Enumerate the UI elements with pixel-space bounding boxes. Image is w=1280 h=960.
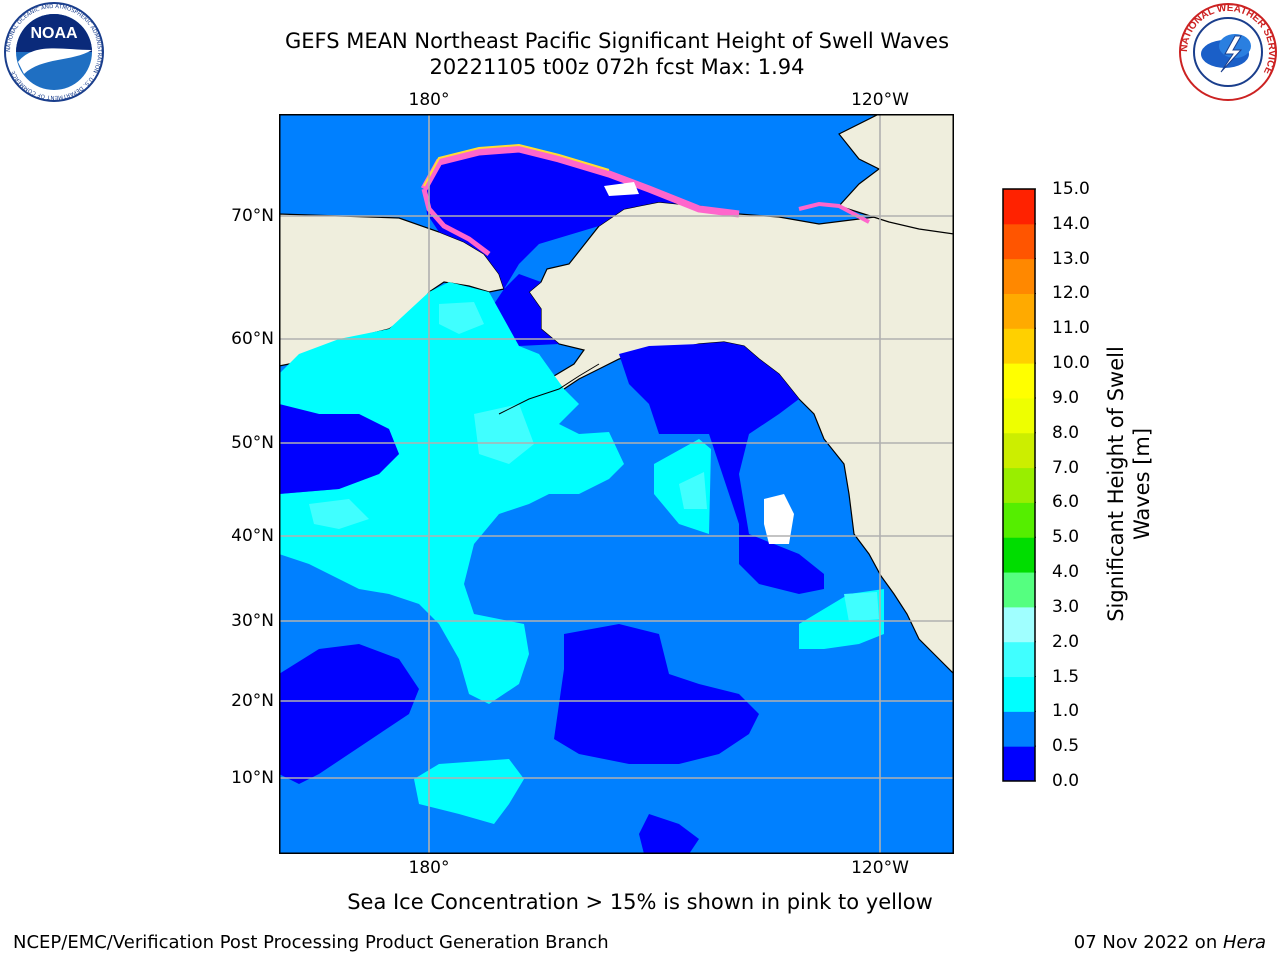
lat-label-20n: 20°N [231, 691, 274, 711]
colorbar-tick-label: 13.0 [1052, 248, 1090, 269]
colorbar-tick-label: 6.0 [1052, 492, 1080, 513]
sea-blue-west [279, 404, 399, 494]
sea-ice-edge-yellow [423, 143, 610, 187]
colorbar-swatch [1003, 432, 1035, 469]
colorbar-tick-label: 4.0 [1052, 562, 1080, 583]
sea-cyan-light-patch-1 [439, 302, 484, 334]
colorbar-swatch [1003, 606, 1035, 643]
footer-machine: Hera [1222, 932, 1266, 953]
colorbar-tick-label: 0.5 [1052, 736, 1080, 757]
sea-cyan-light-patch-4 [679, 472, 707, 509]
sea-cyan-light-patch-5 [844, 592, 879, 622]
lat-label-70n: 70°N [231, 206, 274, 226]
lat-label-10n: 10°N [231, 768, 274, 788]
sea-cyan-patch-south [414, 759, 524, 824]
colorbar-label-line2: Waves [m] [1130, 427, 1154, 541]
sea-ice-edge [420, 145, 740, 218]
chart-title: GEFS MEAN Northeast Pacific Significant … [284, 29, 950, 53]
colorbar-swatch [1003, 328, 1035, 364]
map-frame [279, 114, 954, 854]
colorbar-swatch [1003, 572, 1035, 608]
colorbar-swatch [1003, 746, 1035, 782]
colorbar-swatch [1003, 467, 1035, 503]
colorbar-swatch [1003, 537, 1035, 573]
colorbar-tick-label: 0.0 [1052, 771, 1080, 791]
lat-label-40n: 40°N [231, 526, 274, 546]
lon-label-top-120w: 120°W [851, 90, 909, 110]
colorbar-tick-label: 12.0 [1052, 283, 1090, 304]
colorbar-swatch [1003, 502, 1035, 538]
colorbar-tick-label: 9.0 [1052, 387, 1080, 408]
sea-arctic-basin [424, 149, 739, 289]
colorbar-tick-label: 5.0 [1052, 527, 1080, 548]
colorbar-swatch [1003, 258, 1035, 294]
footer-credit: NCEP/EMC/Verification Post Processing Pr… [13, 932, 609, 953]
colorbar-tick-label: 1.5 [1052, 666, 1080, 687]
sea-blue-central [554, 624, 759, 764]
colorbar-tick-label: 10.0 [1052, 353, 1090, 374]
lon-label-top-180: 180° [408, 90, 450, 110]
colorbar-swatch [1003, 676, 1035, 712]
sea-blue-southwest [279, 644, 419, 784]
footer-date-text: 07 Nov 2022 on [1073, 932, 1223, 953]
colorbar-tick-label: 14.0 [1052, 213, 1090, 234]
lat-label-60n: 60°N [231, 329, 274, 349]
lat-label-30n: 30°N [231, 611, 274, 631]
colorbar-swatch [1003, 223, 1035, 260]
colorbar-tick-label: 2.0 [1052, 631, 1080, 652]
nws-logo: NATIONAL WEATHER SERVICE [1179, 3, 1277, 101]
chart-subtitle: 20221105 t00z 072h fcst Max: 1.94 [429, 55, 805, 79]
lat-label-50n: 50°N [231, 433, 274, 453]
no-data-patch-1 [764, 494, 794, 544]
sea-ice-nw [421, 188, 491, 256]
colorbar-swatch [1003, 293, 1035, 329]
colorbar-swatch [1003, 189, 1035, 225]
land-north-america [528, 201, 954, 675]
lon-label-bottom-180: 180° [408, 858, 450, 878]
colorbar-tick-label: 1.0 [1052, 701, 1080, 722]
colorbar-swatch [1003, 363, 1035, 399]
colorbar [1002, 188, 1036, 782]
colorbar-frame [1002, 188, 1036, 782]
no-data-patch-2 [604, 182, 639, 196]
sea-blue-south [639, 814, 699, 854]
footer-date: 07 Nov 2022 on Hera [1074, 932, 1266, 953]
noaa-logo-text: NOAA [30, 25, 78, 42]
colorbar-tick-label: 7.0 [1052, 457, 1080, 478]
colorbar-swatch [1003, 397, 1035, 434]
colorbar-tick-label: 3.0 [1052, 596, 1080, 617]
land-arctic-islands [837, 114, 954, 235]
coastline-aleutians [498, 363, 600, 415]
lon-label-bottom-120w: 120°W [851, 858, 909, 878]
sea-cyan-region [279, 282, 624, 704]
colorbar-tick-label: 8.0 [1052, 422, 1080, 443]
colorbar-label-line1: Significant Height of Swell [1104, 346, 1128, 622]
colorbar-swatch [1003, 711, 1035, 747]
swell-height-map [279, 114, 954, 854]
colorbar-tick-label: 11.0 [1052, 318, 1090, 339]
colorbar-tick-label: 15.0 [1052, 179, 1090, 199]
sea-cyan-light-patch-2 [309, 499, 369, 529]
sea-ice-note: Sea Ice Concentration > 15% is shown in … [347, 890, 933, 914]
sea-blue-gulf-alaska [619, 342, 824, 594]
colorbar-swatch [1003, 641, 1035, 678]
noaa-logo: NOAA NATIONAL OCEANIC AND ATMOSPHERIC AD… [4, 2, 104, 102]
colorbar-label: Significant Height of Swell Waves [m] [1103, 346, 1155, 622]
graticule [279, 114, 954, 854]
sea-cyan-light-patch-3 [474, 404, 534, 464]
